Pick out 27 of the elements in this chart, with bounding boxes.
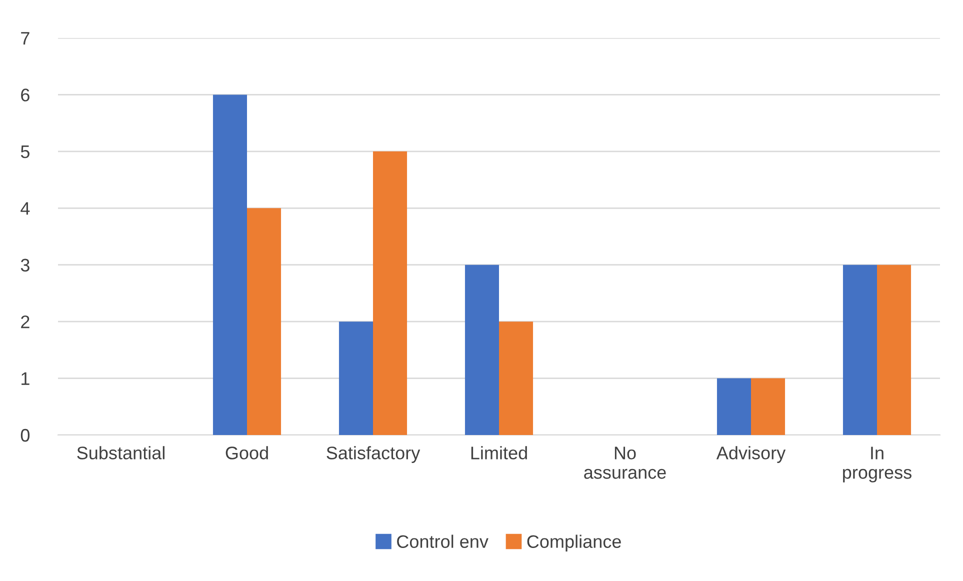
y-tick-label: 7: [21, 32, 30, 45]
bar: [842, 264, 877, 435]
x-tick-label: Substantial: [77, 446, 164, 460]
y-tick-label: 1: [22, 372, 30, 385]
bar: [247, 208, 282, 435]
x-tick-label: Limited: [471, 446, 527, 460]
y-tick-label: 3: [20, 258, 30, 272]
x-tick-label: Satisfactory: [326, 446, 420, 463]
y-tick-label: 4: [20, 202, 30, 215]
bar: [499, 322, 534, 435]
legend-label: Compliance: [527, 534, 621, 552]
bar: [716, 378, 751, 435]
y-tick-label: 6: [21, 88, 30, 102]
y-tick-label: 2: [21, 316, 30, 328]
x-tick-label: In progress: [843, 446, 912, 482]
bar: [212, 94, 247, 435]
bar: [751, 378, 786, 435]
x-tick-label: Good: [226, 446, 268, 460]
bar: [877, 264, 912, 435]
x-tick-label: No assurance: [584, 446, 666, 479]
x-tick-label: Advisory: [716, 446, 786, 463]
legend-label: Control env: [397, 534, 488, 548]
bar: [373, 151, 408, 435]
bar: [464, 264, 499, 435]
y-tick-label: 0: [20, 428, 30, 442]
bar: [338, 322, 373, 435]
y-tick-label: 5: [20, 146, 30, 158]
